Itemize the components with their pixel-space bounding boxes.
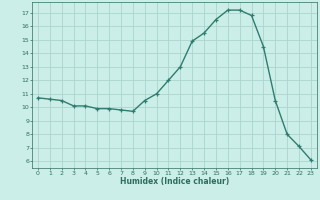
X-axis label: Humidex (Indice chaleur): Humidex (Indice chaleur) xyxy=(120,177,229,186)
